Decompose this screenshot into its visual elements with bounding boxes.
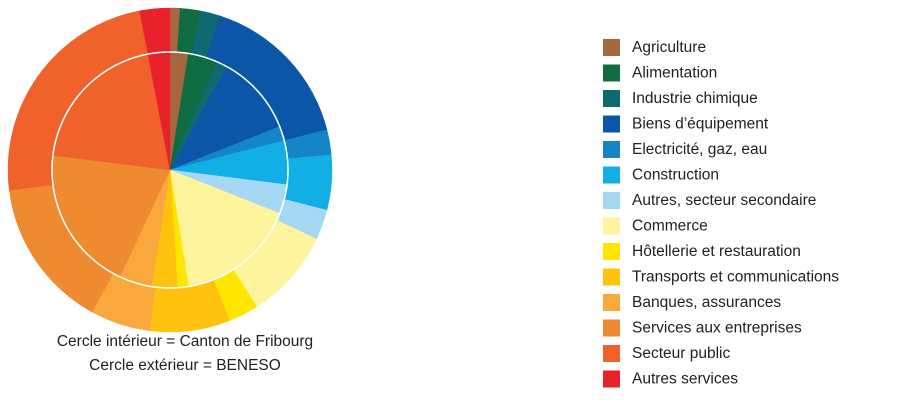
legend-swatch [603, 370, 620, 388]
legend-label: Hôtellerie et restauration [632, 243, 801, 260]
legend-label: Construction [632, 167, 719, 184]
legend-label: Alimentation [632, 65, 717, 82]
pie [7, 7, 333, 333]
legend-swatch [603, 319, 620, 337]
legend-label: Electricité, gaz, eau [632, 141, 767, 158]
legend-swatch [603, 268, 620, 286]
legend-swatch [603, 141, 620, 158]
legend-swatch [603, 243, 620, 260]
ring-divider [51, 51, 289, 289]
legend-swatch [603, 294, 620, 311]
legend-label: Autres services [632, 371, 738, 388]
legend-label: Banques, assurances [632, 294, 781, 311]
legend-label: Commerce [632, 218, 708, 235]
legend-label: Services aux entreprises [632, 320, 802, 337]
legend-swatch [603, 64, 620, 82]
legend-swatch [603, 166, 620, 184]
legend-swatch [603, 115, 620, 133]
legend-swatch [603, 39, 620, 56]
legend-swatch [603, 345, 620, 362]
legend-label: Biens d’équipement [632, 116, 769, 133]
legend-swatch [603, 192, 620, 209]
legend-label: Autres, secteur secondaire [632, 192, 816, 209]
caption: Cercle intérieur = Canton de Fribourg [57, 333, 313, 350]
legend-label: Industrie chimique [632, 90, 758, 107]
legend-label: Agriculture [632, 39, 706, 56]
caption: Cercle extérieur = BENESO [89, 357, 281, 374]
legend-swatch [603, 90, 620, 107]
legend: Agriculture Alimentation Industrie chimiqu… [603, 39, 839, 388]
legend-swatch [603, 217, 620, 235]
legend-label: Transports et communications [632, 269, 839, 286]
legend-label: Secteur public [632, 345, 730, 362]
